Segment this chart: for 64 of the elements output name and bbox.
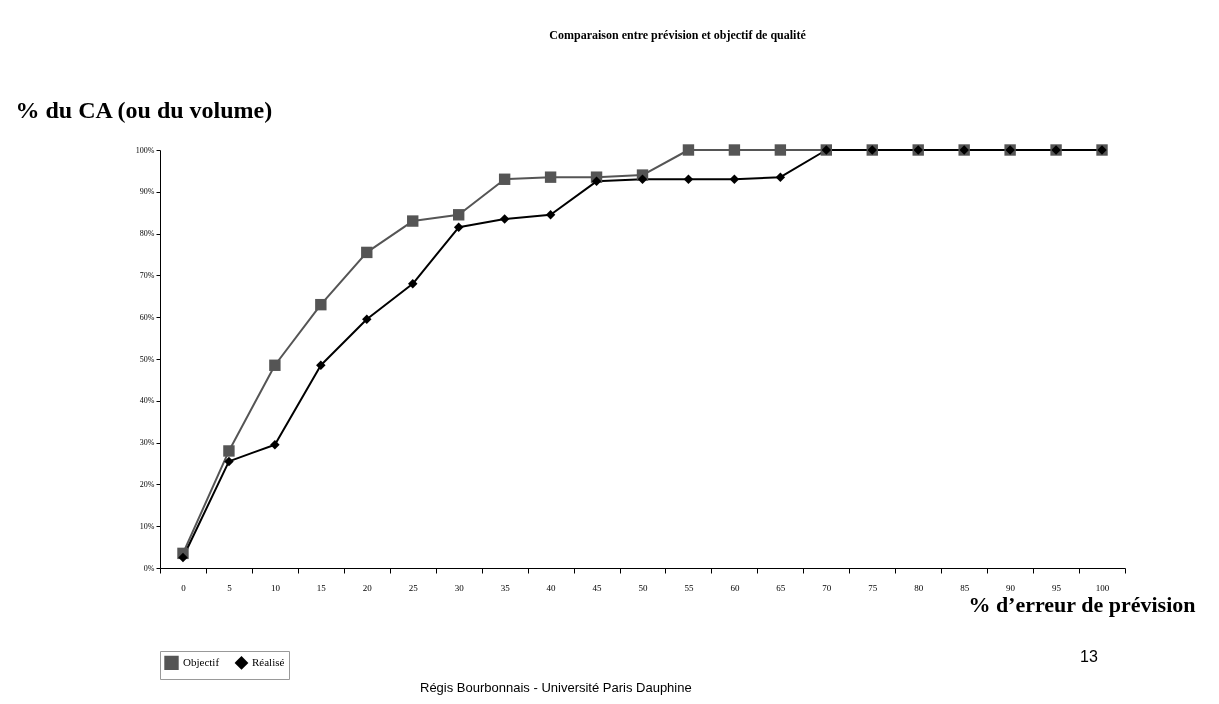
y-tick-label: 10%	[139, 521, 155, 531]
y-tick-label: 20%	[139, 479, 155, 489]
point	[498, 173, 511, 185]
y-axis-title: % du CA (ou du volume)	[15, 96, 273, 123]
y-tick-label: 100%	[135, 145, 155, 155]
x-tick-label: 35	[500, 582, 511, 593]
legend-label: Objectif	[183, 655, 220, 668]
point	[407, 215, 419, 227]
y-tick-label: 0%	[143, 563, 155, 573]
x-tick-label: 50	[638, 582, 648, 593]
point	[224, 456, 234, 467]
point	[683, 174, 694, 184]
legend-label: Réalisé	[252, 655, 285, 668]
point	[362, 314, 372, 325]
point	[499, 214, 510, 224]
point	[728, 144, 741, 156]
x-tick-label: 75	[868, 582, 878, 593]
point	[729, 174, 740, 184]
point	[315, 298, 327, 311]
point	[223, 445, 235, 457]
x-tick-label: 45	[592, 582, 603, 593]
x-tick-label: 0	[181, 582, 187, 593]
point	[361, 246, 373, 259]
x-tick-label: 10	[270, 582, 281, 593]
y-tick-label: 90%	[139, 187, 155, 197]
x-axis-title: % d’erreur de prévision	[968, 591, 1196, 617]
point	[545, 210, 556, 220]
x-tick-label: 40	[546, 582, 557, 593]
point	[316, 360, 326, 371]
chart-title: Comparaison entre prévision et objectif de qualité	[549, 28, 807, 42]
point	[775, 172, 786, 182]
point	[269, 359, 281, 371]
x-tick-label: 15	[316, 582, 327, 593]
y-tick-label: 80%	[139, 229, 155, 239]
x-tick-label: 90	[1006, 582, 1016, 593]
x-tick-label: 25	[408, 582, 419, 593]
x-tick-label: 30	[454, 582, 465, 593]
point	[453, 222, 464, 233]
point	[544, 171, 557, 183]
point	[178, 552, 188, 563]
x-tick-label: 65	[776, 582, 786, 593]
point	[682, 144, 695, 156]
x-tick-label: 55	[684, 582, 694, 593]
y-tick-label: 70%	[139, 270, 155, 280]
x-tick-label: 95	[1052, 582, 1062, 593]
point	[591, 176, 602, 187]
x-tick-label: 20	[362, 582, 373, 593]
point	[270, 439, 280, 450]
x-tick-label: 85	[960, 582, 970, 593]
y-tick-label: 30%	[139, 438, 155, 448]
x-tick-label: 60	[730, 582, 740, 593]
x-tick-label: 100	[1095, 582, 1110, 593]
point	[408, 279, 418, 289]
text: Régis Bourbonnais - Université Paris Dauphine	[420, 680, 692, 695]
x-tick-label: 5	[227, 582, 233, 593]
x-tick-label: 80	[914, 582, 924, 593]
point	[774, 144, 787, 156]
x-tick-label: 70	[822, 582, 832, 593]
text: 13	[1080, 648, 1098, 666]
point	[637, 174, 648, 184]
point	[452, 209, 465, 221]
y-tick-label: 50%	[139, 354, 155, 364]
y-tick-label: 60%	[139, 312, 155, 322]
y-tick-label: 40%	[139, 396, 155, 406]
